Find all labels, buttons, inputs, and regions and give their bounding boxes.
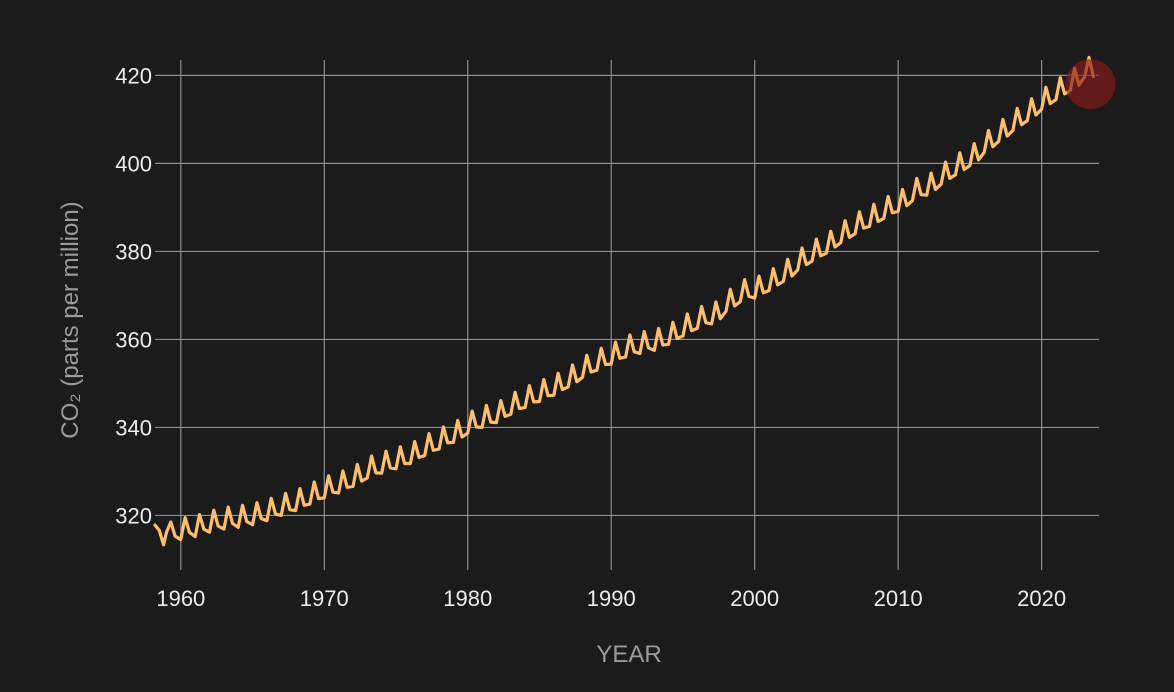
x-tick-2000: 2000 bbox=[730, 586, 779, 611]
x-tick-2020: 2020 bbox=[1017, 586, 1066, 611]
y-tick-360: 360 bbox=[115, 327, 152, 352]
highlight-marker[interactable] bbox=[1065, 59, 1116, 110]
y-axis-title: CO₂ (parts per million) bbox=[57, 201, 84, 438]
co2-series-line bbox=[153, 55, 1095, 547]
y-tick-labels: 320 340 360 380 400 420 bbox=[115, 63, 152, 528]
y-tick-420: 420 bbox=[115, 63, 152, 88]
y-tick-380: 380 bbox=[115, 239, 152, 264]
x-tick-1990: 1990 bbox=[587, 586, 636, 611]
x-tick-1980: 1980 bbox=[443, 586, 492, 611]
y-tick-400: 400 bbox=[115, 151, 152, 176]
y-grid bbox=[155, 74, 1099, 517]
y-tick-320: 320 bbox=[115, 503, 152, 528]
x-axis-title: YEAR bbox=[596, 641, 661, 668]
x-tick-2010: 2010 bbox=[874, 586, 923, 611]
y-tick-340: 340 bbox=[115, 415, 152, 440]
x-tick-labels: 1960 1970 1980 1990 2000 2010 2020 bbox=[156, 586, 1066, 611]
x-tick-1960: 1960 bbox=[156, 586, 205, 611]
x-grid bbox=[180, 60, 1043, 570]
x-tick-1970: 1970 bbox=[300, 586, 349, 611]
